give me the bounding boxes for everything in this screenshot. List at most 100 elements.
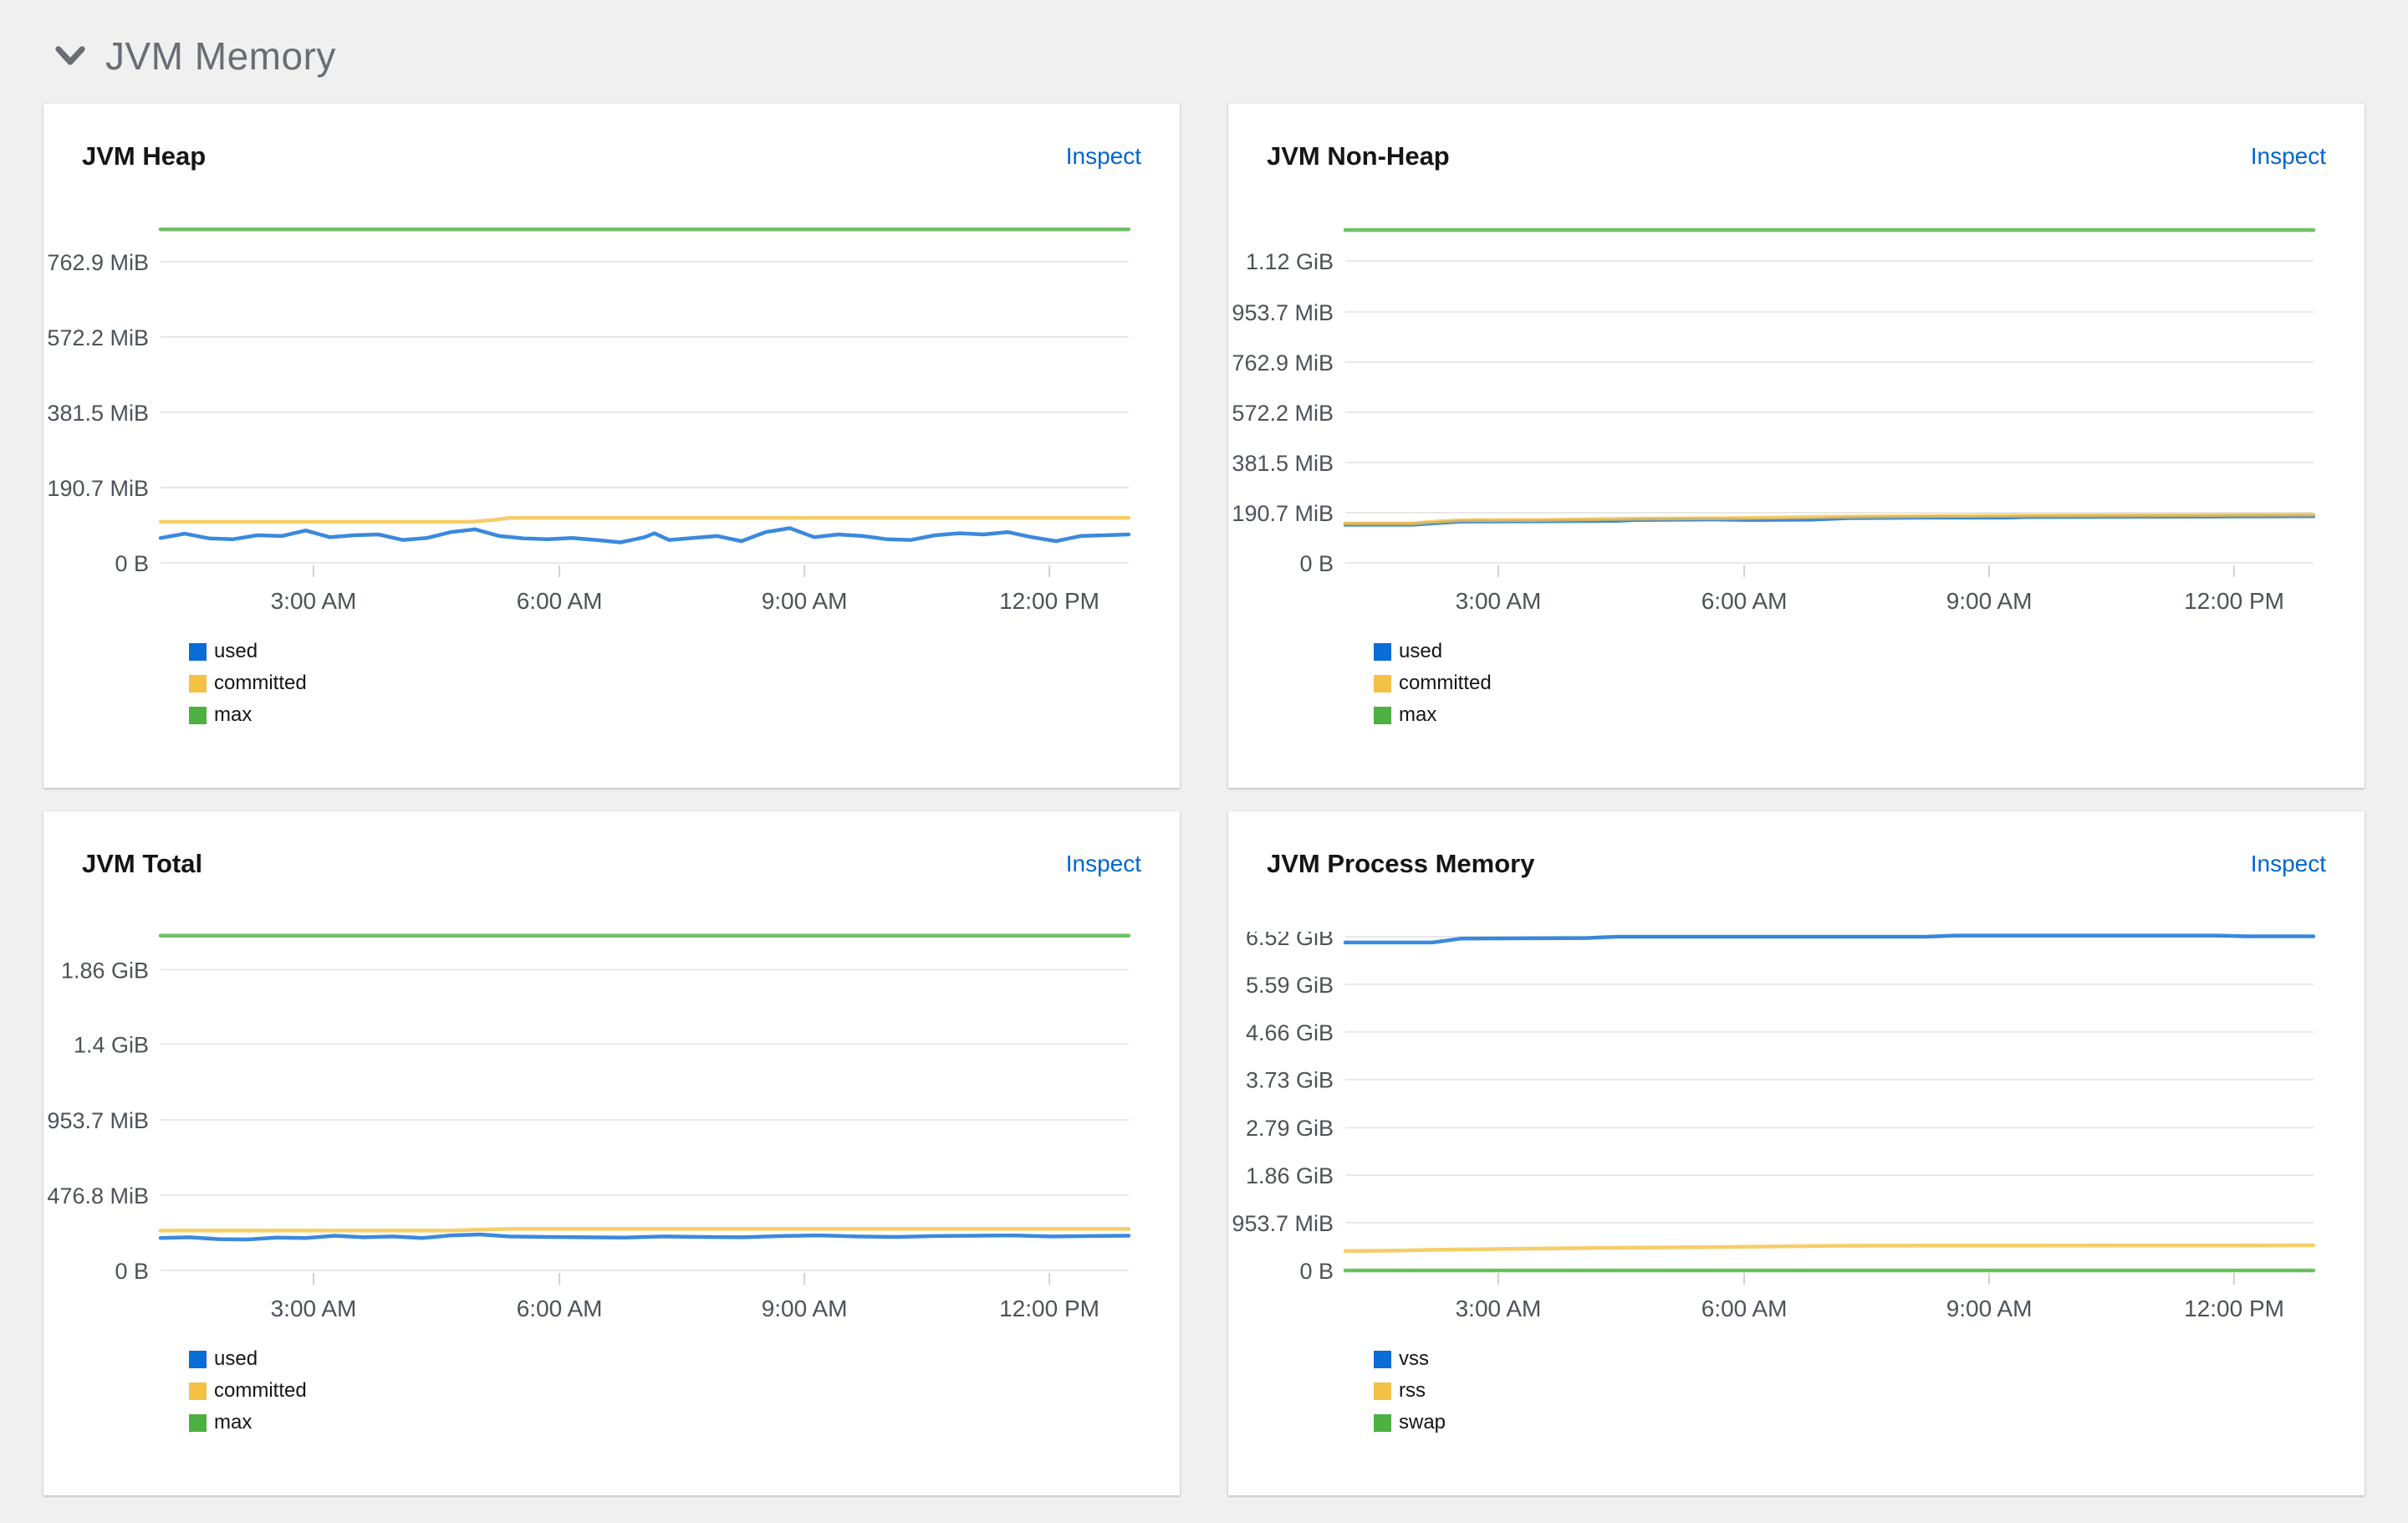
legend-item-used[interactable]: used: [1374, 640, 2365, 663]
y-tick-label: 6.52 GiB: [1246, 932, 1334, 950]
legend-swatch-used: [189, 1350, 207, 1368]
legend-item-swap[interactable]: swap: [1374, 1411, 2365, 1434]
y-tick-label: 953.7 MiB: [47, 1108, 149, 1133]
y-tick-label: 0 B: [115, 551, 149, 576]
legend-label: committed: [214, 1379, 307, 1402]
y-tick-label: 476.8 MiB: [47, 1183, 149, 1209]
series-line-used[interactable]: [158, 1232, 1131, 1242]
chart-plot-jvm-process-memory[interactable]: 6.52 GiB 5.59 GiB 4.66 GiB 3.73 GiB 2.79 GiB…: [1228, 932, 2365, 1329]
y-tick-label: 2.79 GiB: [1246, 1116, 1334, 1141]
chart-title: JVM Non-Heap: [1267, 141, 1450, 171]
legend-swatch-swap: [1374, 1413, 1391, 1432]
chart-title: JVM Process Memory: [1267, 849, 1535, 878]
y-tick-label: 0 B: [1299, 551, 1334, 576]
x-tick-label: 3:00 AM: [271, 1296, 357, 1321]
y-tick-label: 4.66 GiB: [1246, 1020, 1334, 1045]
legend-item-rss[interactable]: rss: [1374, 1379, 2365, 1403]
chart-plot-jvm-total[interactable]: 1.86 GiB 1.4 GiB 953.7 MiB 476.8 MiB 0 B 3:00…: [43, 932, 1180, 1329]
charts-grid: JVM Heap Inspect 762.9 MiB 572.2 MiB 381.5 M…: [43, 104, 2365, 1495]
legend-label: committed: [1399, 672, 1492, 694]
legend-swatch-committed: [189, 1382, 207, 1400]
y-tick-label: 190.7 MiB: [47, 476, 149, 501]
chevron-down-icon: [55, 46, 85, 65]
x-tick-label: 6:00 AM: [517, 1296, 603, 1321]
x-tick-label: 6:00 AM: [517, 588, 603, 614]
legend-swatch-used: [1374, 642, 1391, 661]
legend-swatch-used: [189, 642, 207, 661]
series-line-committed[interactable]: [158, 515, 1131, 524]
x-tick-label: 9:00 AM: [762, 588, 848, 614]
series-line-used[interactable]: [158, 526, 1131, 544]
chart-legend: vss rss swap: [1374, 1347, 2365, 1434]
legend-label: used: [214, 640, 258, 662]
chart-legend: used committed max: [189, 640, 1180, 727]
section-toggle-jvm-memory[interactable]: JVM Memory: [43, 33, 2365, 79]
legend-item-committed[interactable]: committed: [189, 1379, 1180, 1403]
y-tick-label: 572.2 MiB: [1232, 401, 1334, 426]
chart-card-header: JVM Total Inspect: [43, 811, 1180, 880]
chart-card-header: JVM Non-Heap Inspect: [1228, 104, 2365, 172]
y-tick-label: 190.7 MiB: [1232, 501, 1334, 526]
legend-item-used[interactable]: used: [189, 1347, 1180, 1371]
series-line-committed[interactable]: [1343, 513, 2316, 526]
chart-plot-jvm-heap[interactable]: 762.9 MiB 572.2 MiB 381.5 MiB 190.7 MiB 0 B 3…: [43, 224, 1180, 621]
chart-legend: used committed max: [189, 1347, 1180, 1434]
y-tick-label: 762.9 MiB: [47, 250, 149, 275]
legend-swatch-vss: [1374, 1350, 1391, 1368]
legend-label: max: [214, 1411, 253, 1434]
chart-title: JVM Heap: [82, 141, 207, 171]
x-tick-label: 12:00 PM: [2184, 1296, 2284, 1321]
legend-item-max[interactable]: max: [1374, 703, 2365, 727]
series-line-vss[interactable]: [1343, 933, 2316, 945]
x-tick-label: 3:00 AM: [1456, 1296, 1542, 1321]
legend-label: used: [1399, 640, 1443, 662]
chart-plot-jvm-non-heap[interactable]: 1.12 GiB 953.7 MiB 762.9 MiB 572.2 MiB 381.5…: [1228, 224, 2365, 621]
legend-swatch-max: [189, 706, 207, 724]
x-tick-label: 6:00 AM: [1701, 588, 1788, 614]
chart-card-jvm-total: JVM Total Inspect 1.86 GiB 1.4 GiB 953.7 MiB…: [43, 811, 1180, 1495]
legend-item-max[interactable]: max: [189, 703, 1180, 727]
chart-card-jvm-non-heap: JVM Non-Heap Inspect 1.12 GiB 953.7 MiB 762.…: [1228, 104, 2365, 788]
chart-legend: used committed max: [1374, 640, 2365, 727]
chart-card-header: JVM Process Memory Inspect: [1228, 811, 2365, 880]
x-tick-label: 12:00 PM: [999, 1296, 1099, 1321]
x-tick-label: 6:00 AM: [1701, 1296, 1788, 1321]
legend-item-committed[interactable]: committed: [1374, 672, 2365, 695]
y-tick-label: 953.7 MiB: [1232, 1211, 1334, 1236]
inspect-link[interactable]: Inspect: [1065, 851, 1141, 876]
x-tick-label: 3:00 AM: [271, 588, 357, 614]
legend-item-used[interactable]: used: [189, 640, 1180, 663]
y-tick-label: 1.4 GiB: [74, 1032, 149, 1057]
series-line-committed[interactable]: [158, 1227, 1131, 1233]
y-tick-label: 762.9 MiB: [1232, 350, 1334, 376]
legend-item-max[interactable]: max: [189, 1411, 1180, 1434]
inspect-link[interactable]: Inspect: [1065, 143, 1141, 169]
series-line-rss[interactable]: [1343, 1243, 2316, 1253]
x-tick-label: 9:00 AM: [762, 1296, 848, 1321]
inspect-link[interactable]: Inspect: [2250, 851, 2326, 876]
y-tick-label: 953.7 MiB: [1232, 300, 1334, 325]
inspect-link[interactable]: Inspect: [2250, 143, 2326, 169]
legend-label: max: [1399, 703, 1437, 726]
chart-title: JVM Total: [82, 849, 203, 878]
legend-item-committed[interactable]: committed: [189, 672, 1180, 695]
y-tick-label: 1.86 GiB: [1246, 1163, 1334, 1188]
legend-label: used: [214, 1347, 258, 1370]
legend-label: max: [214, 703, 253, 726]
chart-card-jvm-process-memory: JVM Process Memory Inspect 6.52 GiB 5.59 Gi…: [1228, 811, 2365, 1495]
chart-card-header: JVM Heap Inspect: [43, 104, 1180, 172]
legend-swatch-rss: [1374, 1382, 1391, 1400]
x-tick-label: 9:00 AM: [1946, 1296, 2033, 1321]
y-tick-label: 0 B: [115, 1259, 149, 1284]
x-tick-label: 12:00 PM: [999, 588, 1099, 614]
legend-label: committed: [214, 672, 307, 694]
legend-swatch-committed: [189, 674, 207, 693]
y-tick-label: 3.73 GiB: [1246, 1068, 1334, 1093]
y-tick-label: 381.5 MiB: [47, 401, 149, 426]
y-tick-label: 0 B: [1299, 1259, 1334, 1284]
legend-label: vss: [1399, 1347, 1429, 1370]
y-tick-label: 1.12 GiB: [1246, 249, 1334, 274]
legend-item-vss[interactable]: vss: [1374, 1347, 2365, 1371]
y-tick-label: 381.5 MiB: [1232, 451, 1334, 476]
